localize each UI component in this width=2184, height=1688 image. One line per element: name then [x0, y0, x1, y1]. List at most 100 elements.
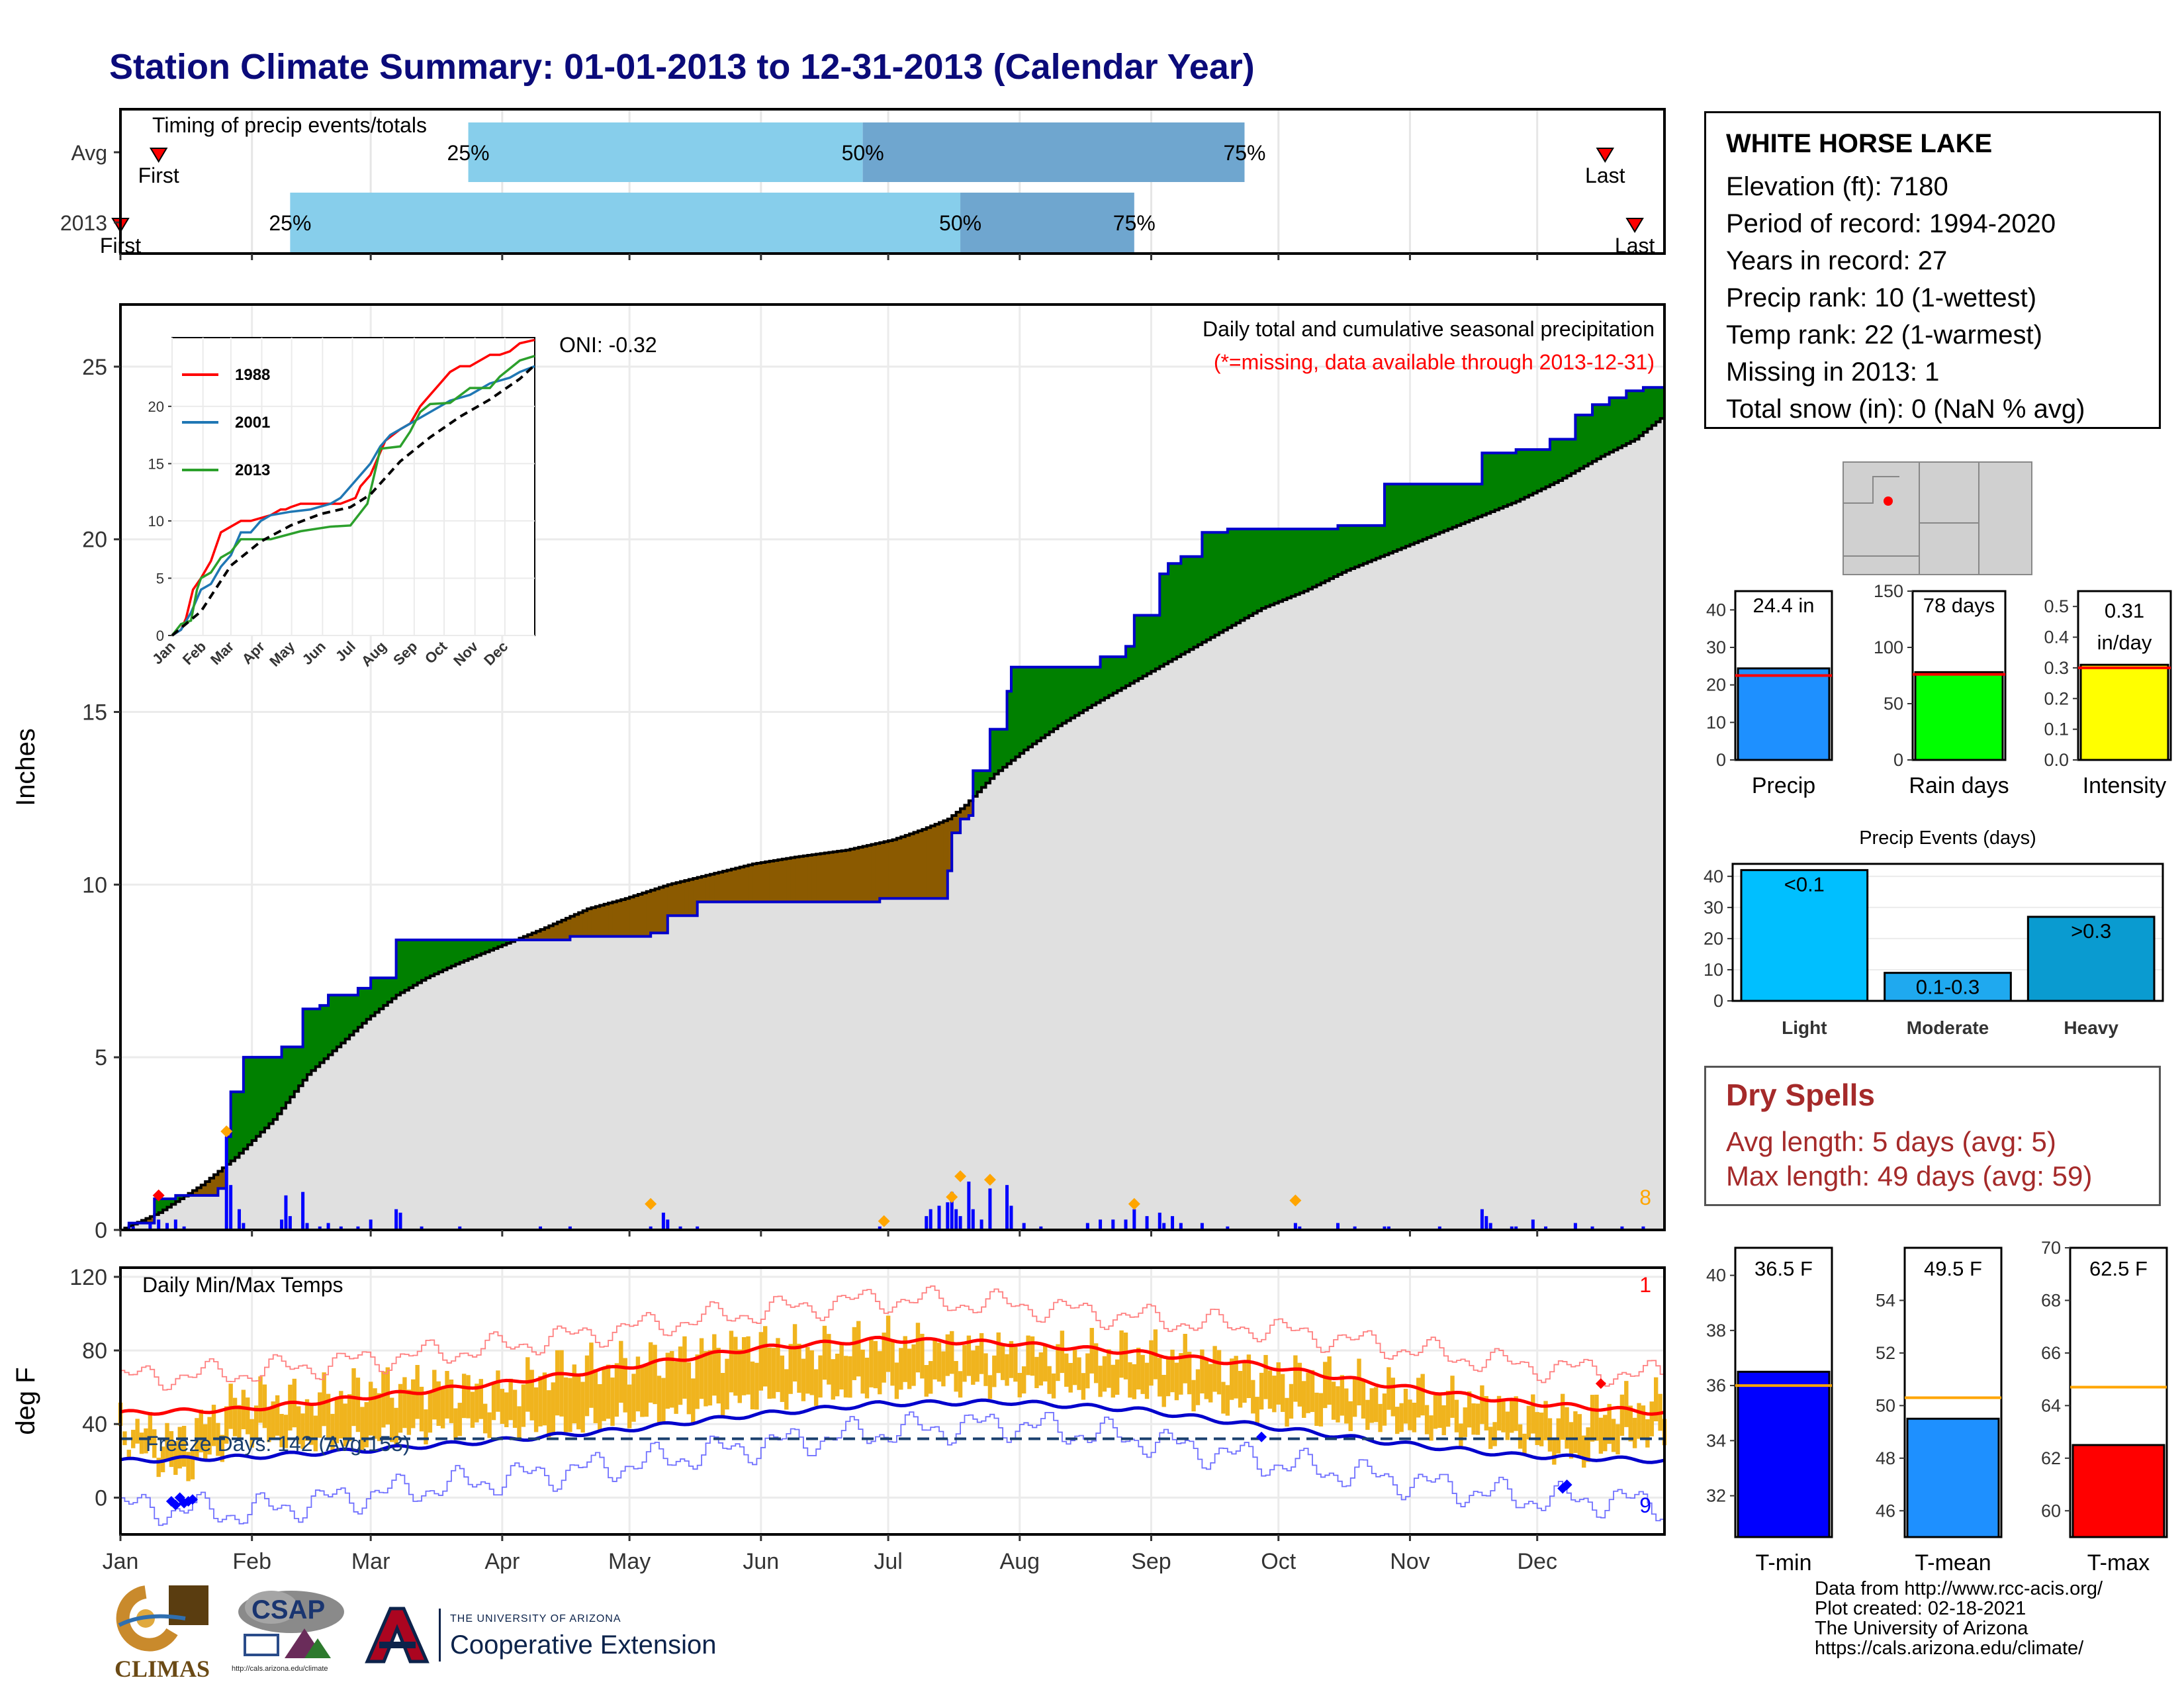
- precip-daily-bar: [929, 1209, 933, 1230]
- temp-daily-range-bar: [1263, 1354, 1268, 1399]
- precip-daily-bar: [988, 1188, 992, 1230]
- temp-daily-range-bar: [461, 1374, 467, 1419]
- temp-daily-range-bar: [720, 1373, 725, 1419]
- precip-surplus-area: [1545, 449, 1551, 487]
- precip-surplus-area: [1189, 556, 1195, 650]
- precip-deficit-area: [922, 829, 927, 899]
- temp-daily-range-bar: [1331, 1382, 1336, 1420]
- precip-deficit-area: [871, 844, 876, 902]
- inset-line-2013: [171, 355, 535, 637]
- precip-annotation-missing: (*=missing, data available through 2013-…: [1214, 350, 1655, 374]
- temp-panel-frame: [119, 1266, 1666, 1536]
- temp-daily-range-bar: [1637, 1403, 1641, 1439]
- temp-daily-range-bar: [318, 1392, 322, 1438]
- temp-daily-range-bar: [453, 1408, 458, 1440]
- temp-daily-range-bar: [1560, 1393, 1565, 1440]
- temp-daily-range-bar: [343, 1403, 347, 1447]
- precip-surplus-area: [1019, 667, 1024, 754]
- temp-daily-range-bar: [1225, 1385, 1230, 1416]
- csap-logo: CSAP http://cals.arizona.edu/climate: [232, 1589, 351, 1681]
- climas-logo: CLIMAS: [106, 1579, 218, 1682]
- timing-panel-frame: [119, 108, 1666, 255]
- precip-surplus-area: [1494, 453, 1500, 510]
- temp-daily-range-bar: [915, 1323, 921, 1373]
- temp-daily-range-bar: [1170, 1349, 1175, 1393]
- temp-daily-range-bar: [1077, 1357, 1081, 1390]
- precip-deficit-area: [782, 859, 787, 902]
- precip-surplus-area: [1096, 667, 1101, 703]
- precip-average-area: [120, 414, 1664, 1231]
- temp-daily-range-bar: [1081, 1373, 1086, 1400]
- precip-surplus-area: [1477, 484, 1482, 517]
- temp-daily-range-bar: [1365, 1399, 1370, 1430]
- temp-daily-range-bar: [203, 1424, 208, 1460]
- temp-daily-range-bar: [1183, 1334, 1187, 1383]
- temp-daily-range-bar: [250, 1419, 254, 1448]
- precip-surplus-area: [1656, 387, 1661, 422]
- temp-daily-range-bar: [966, 1335, 972, 1376]
- temp-daily-range-bar: [686, 1362, 692, 1415]
- temp-daily-range-bar: [920, 1333, 925, 1379]
- temp-daily-range-bar: [1352, 1378, 1357, 1417]
- precip-surplus-area: [1087, 667, 1093, 708]
- temp-daily-range-bar: [440, 1386, 445, 1429]
- summary-ytick-label: 0.5: [2044, 596, 2069, 616]
- precip-deficit-area: [709, 874, 715, 902]
- precip-surplus-area: [1452, 484, 1457, 528]
- temp-daily-range-bar: [181, 1425, 187, 1467]
- precip-surplus-area: [1397, 484, 1402, 550]
- temp-daily-range-bar: [1267, 1370, 1273, 1409]
- temp-daily-range-bar: [1382, 1393, 1387, 1426]
- precip-surplus-area: [1257, 529, 1262, 611]
- temp-daily-range-bar: [364, 1402, 369, 1448]
- temp-summary-ytick-label: 62: [2041, 1448, 2061, 1468]
- temp-daily-range-bar: [1060, 1331, 1065, 1374]
- precip-deficit-area: [858, 847, 864, 902]
- precip-surplus-area: [396, 939, 401, 996]
- precip-surplus-area: [1138, 615, 1144, 679]
- temp-daily-range-bar: [1361, 1380, 1366, 1419]
- station-info-box: WHITE HORSE LAKE Elevation (ft): 7180 Pe…: [1704, 111, 2161, 429]
- precip-surplus-area: [230, 1092, 236, 1161]
- precip-surplus-area: [477, 939, 482, 956]
- temp-daily-range-bar: [767, 1347, 772, 1399]
- precip-surplus-area: [1104, 657, 1109, 698]
- precip-surplus-area: [1163, 573, 1169, 665]
- precip-daily-bar: [148, 1223, 152, 1230]
- precip-surplus-area: [1537, 449, 1542, 491]
- timing-row-label: 2013: [60, 211, 107, 235]
- temp-daily-range-bar: [1399, 1403, 1404, 1432]
- precip-deficit-area: [570, 916, 575, 937]
- precip-deficit-area: [807, 855, 813, 902]
- total-snow: Total snow (in): 0 (NaN % avg): [1726, 395, 2085, 424]
- precip-daily-bar: [458, 1226, 462, 1230]
- precip-daily-bar: [1298, 1226, 1302, 1230]
- precip-surplus-area: [336, 995, 341, 1047]
- temp-daily-range-bar: [890, 1339, 895, 1386]
- temp-daily-range-bar: [1463, 1407, 1467, 1437]
- precip-surplus-area: [404, 939, 410, 990]
- precip-deficit-area: [591, 908, 596, 937]
- temp-daily-range-bar: [373, 1388, 377, 1439]
- precip-surplus-area: [1011, 667, 1016, 761]
- timing-row-label: Avg: [71, 141, 107, 165]
- precip-surplus-area: [1524, 449, 1529, 498]
- precip-surplus-area: [315, 1009, 320, 1067]
- temp-daily-range-bar: [933, 1338, 937, 1380]
- station-name: WHITE HORSE LAKE: [1726, 129, 1993, 158]
- temp-summary-ytick-label: 32: [1706, 1486, 1726, 1506]
- precip-surplus-area: [366, 988, 371, 1019]
- precip-deficit-area: [829, 852, 834, 902]
- temp-daily-range-bar: [500, 1389, 505, 1425]
- temp-month-label: Sep: [1131, 1549, 1171, 1574]
- temp-daily-range-bar: [627, 1384, 632, 1429]
- precip-surplus-area: [1210, 532, 1216, 637]
- temp-daily-range-bar: [1234, 1356, 1238, 1399]
- precip-surplus-area: [417, 939, 422, 983]
- summary-ytick-label: 0: [1893, 750, 1903, 770]
- precip-deficit-area: [820, 853, 825, 902]
- precip-daily-bar: [165, 1223, 169, 1230]
- precip-ytick-label: 10: [82, 872, 107, 898]
- precip-surplus-area: [128, 1223, 134, 1227]
- temp-daily-range-bar: [992, 1355, 997, 1387]
